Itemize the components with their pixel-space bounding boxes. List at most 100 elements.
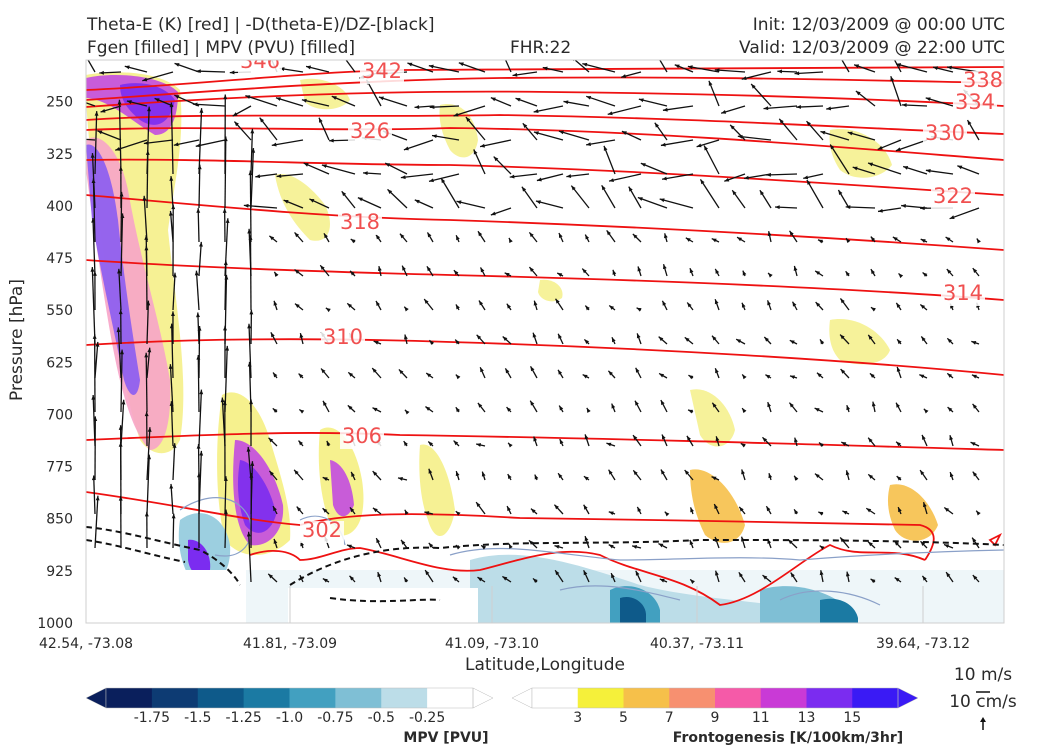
wind-arrowhead bbox=[632, 545, 638, 549]
wind-arrowhead bbox=[636, 307, 642, 312]
wind-arrow bbox=[118, 268, 122, 311]
wind-arrowhead bbox=[373, 341, 379, 345]
wind-arrowhead bbox=[350, 238, 356, 244]
wind-arrowhead bbox=[896, 402, 900, 408]
wind-arrowhead bbox=[818, 511, 824, 516]
wind-arrowhead bbox=[99, 70, 104, 75]
wind-arrowhead bbox=[842, 510, 848, 515]
wind-arrowhead bbox=[465, 117, 471, 122]
wind-arrowhead bbox=[283, 200, 289, 204]
fgen-colorbar-tick: 11 bbox=[752, 710, 770, 726]
wind-arrowhead bbox=[887, 45, 891, 50]
wind-arrowhead bbox=[611, 337, 616, 343]
wind-arrowhead bbox=[967, 120, 972, 126]
wind-arrowhead bbox=[196, 69, 201, 74]
wind-arrowhead bbox=[894, 540, 899, 546]
wind-arrow bbox=[533, 131, 564, 141]
wind-arrowhead bbox=[779, 118, 784, 124]
wind-arrowhead bbox=[903, 166, 909, 170]
wind-arrowhead bbox=[762, 575, 768, 580]
wind-arrowhead bbox=[767, 231, 772, 237]
wind-arrowhead bbox=[845, 238, 851, 244]
wind-arrowhead bbox=[922, 575, 927, 581]
wind-arrowhead bbox=[736, 339, 742, 344]
wind-arrow bbox=[365, 79, 382, 107]
wind-arrowhead bbox=[868, 437, 873, 443]
wind-arrowhead bbox=[788, 539, 793, 545]
wind-arrowhead bbox=[554, 504, 559, 510]
wind-arrowhead bbox=[947, 373, 953, 378]
wind-arrow bbox=[170, 176, 174, 209]
theta-e-label-bg bbox=[941, 284, 985, 306]
wind-arrowhead bbox=[223, 94, 228, 100]
wind-arrowhead bbox=[174, 63, 180, 67]
wind-arrowhead bbox=[322, 477, 328, 481]
wind-arrowhead bbox=[868, 541, 873, 547]
wind-arrowhead bbox=[715, 436, 720, 442]
wind-arrowhead bbox=[741, 536, 745, 542]
wind-arrowhead bbox=[603, 145, 608, 151]
wind-arrow bbox=[603, 145, 616, 175]
wind-arrowhead bbox=[742, 270, 747, 276]
wind-arrowhead bbox=[563, 100, 569, 105]
wind-arrow bbox=[845, 206, 876, 209]
wind-arrowhead bbox=[659, 578, 665, 583]
wind-arrow bbox=[117, 327, 122, 379]
wind-arrowhead bbox=[638, 98, 644, 103]
theta-e-label: 326 bbox=[350, 119, 390, 143]
wind-arrowhead bbox=[455, 545, 461, 550]
wind-arrowhead bbox=[147, 454, 152, 460]
wind-arrowhead bbox=[249, 472, 254, 478]
theta-e-label-bg bbox=[300, 521, 344, 543]
wind-arrowhead bbox=[742, 408, 747, 413]
wind-arrowhead bbox=[738, 572, 743, 578]
wind-arrowhead bbox=[456, 200, 462, 205]
wind-arrowhead bbox=[690, 579, 695, 584]
wind-arrowhead bbox=[901, 204, 906, 208]
wind-arrowhead bbox=[144, 245, 149, 251]
wind-arrow bbox=[582, 62, 616, 73]
header-init: Init: 12/03/2009 @ 00:00 UTC bbox=[752, 15, 1005, 35]
wind-arrowhead bbox=[529, 232, 534, 238]
wind-arrow bbox=[198, 108, 203, 175]
wind-arrowhead bbox=[976, 238, 981, 244]
wind-arrow bbox=[699, 179, 720, 209]
wind-arrowhead bbox=[583, 504, 588, 510]
wind-arrowhead bbox=[306, 65, 311, 70]
wind-arrowhead bbox=[868, 162, 874, 167]
y-tick-label: 775 bbox=[46, 460, 73, 476]
wind-arrowhead bbox=[273, 372, 278, 378]
wind-arrowhead bbox=[714, 536, 719, 542]
mpv-colorbar-tick: -1.75 bbox=[134, 710, 170, 726]
wind-arrowhead bbox=[321, 164, 327, 169]
mpv-colorbar-tick: -1.0 bbox=[276, 710, 303, 726]
wind-arrow bbox=[115, 139, 148, 151]
wind-arrowhead bbox=[803, 175, 809, 180]
wind-arrowhead bbox=[196, 208, 201, 213]
y-tick-label: 250 bbox=[46, 95, 73, 111]
wind-arrowhead bbox=[400, 175, 406, 180]
wind-arrowhead bbox=[659, 373, 665, 378]
mpv-colorbar-label: MPV [PVU] bbox=[403, 730, 488, 746]
wind-arrowhead bbox=[154, 98, 160, 102]
theta-e-label-bg bbox=[961, 71, 1004, 93]
wind-arrowhead bbox=[147, 106, 151, 112]
wind-arrowhead bbox=[640, 163, 646, 167]
wind-arrowhead bbox=[794, 71, 800, 76]
wind-arrowhead bbox=[838, 189, 843, 195]
wind-arrow bbox=[895, 63, 928, 73]
wind-arrowhead bbox=[534, 474, 539, 480]
wind-arrowhead bbox=[92, 271, 97, 276]
wind-arrowhead bbox=[841, 442, 847, 446]
wind-arrow bbox=[145, 352, 148, 413]
wind-arrowhead bbox=[840, 369, 846, 374]
wind-arrowhead bbox=[947, 338, 952, 343]
wind-arrowhead bbox=[635, 570, 640, 576]
wind-arrow bbox=[428, 64, 460, 73]
wind-arrowhead bbox=[894, 577, 900, 582]
theta-e-label: 334 bbox=[955, 90, 995, 114]
wind-arrowhead bbox=[294, 303, 300, 308]
wind-arrow bbox=[172, 513, 175, 549]
wind-arrowhead bbox=[558, 232, 563, 238]
wind-arrow bbox=[638, 98, 668, 107]
